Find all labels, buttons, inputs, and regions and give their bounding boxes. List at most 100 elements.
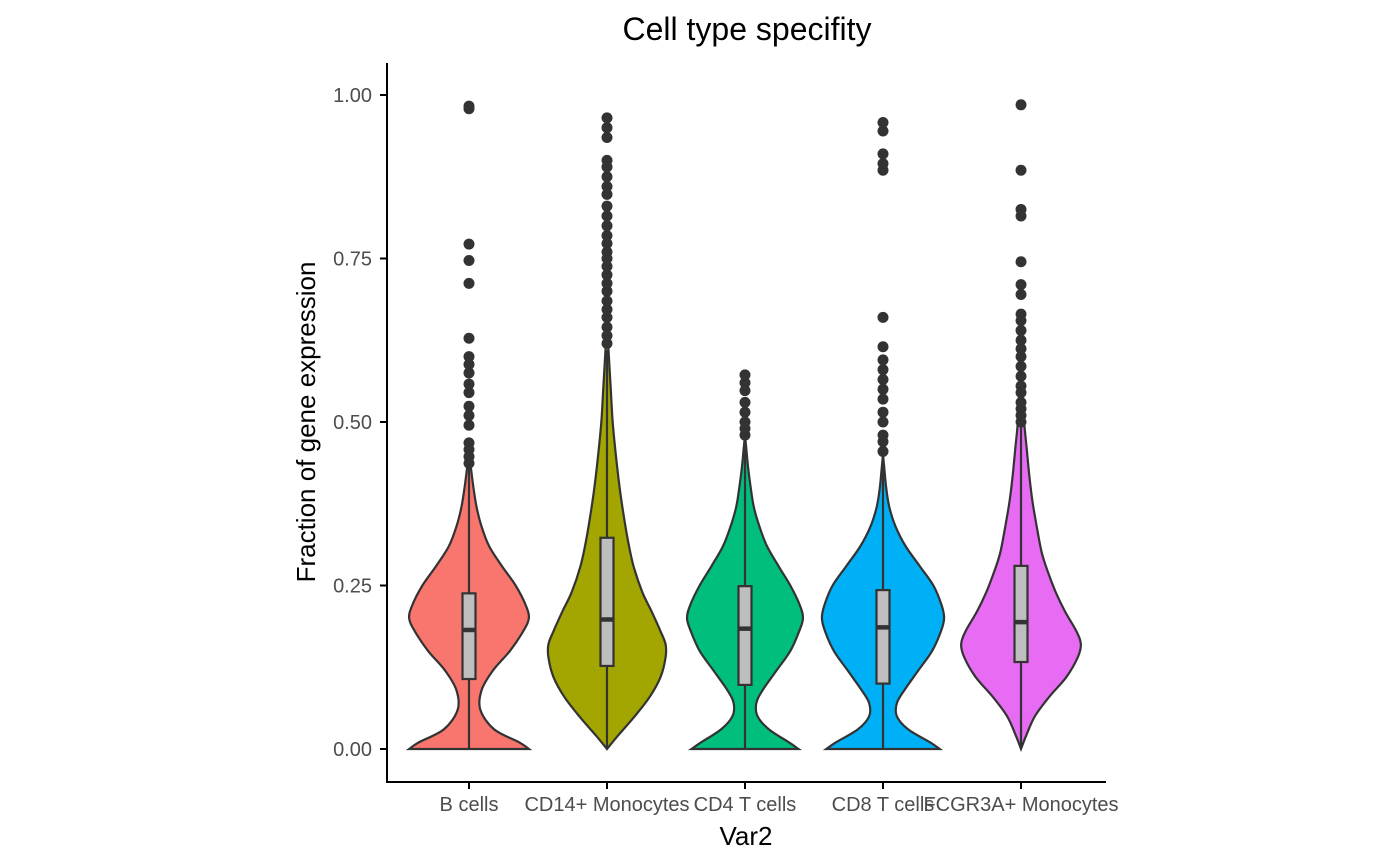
violin-group-fcgr3a-monocytes [960, 99, 1082, 753]
outlier-point [877, 429, 889, 441]
outlier-point [1015, 203, 1027, 215]
outlier-point [601, 246, 613, 258]
outlier-point [601, 311, 613, 323]
outlier-point [739, 377, 751, 389]
outlier-point [601, 112, 613, 124]
outlier-point [739, 369, 751, 381]
outlier-point [1015, 164, 1027, 176]
x-tick-label: CD8 T cells [832, 794, 935, 816]
outlier-point [463, 378, 475, 390]
outlier-point [739, 416, 751, 428]
outlier-point [463, 437, 475, 449]
outlier-point [1015, 396, 1027, 408]
outlier-point [601, 122, 613, 134]
violin-group-cd4-t-cells [685, 369, 805, 751]
outlier-point [601, 269, 613, 281]
outlier-point [877, 125, 889, 137]
violin-group-b-cells [405, 100, 533, 751]
outlier-point [601, 330, 613, 342]
x-tick-label: B cells [440, 794, 499, 816]
outlier-point [739, 385, 751, 397]
outlier-point [601, 154, 613, 166]
outlier-point [1015, 324, 1027, 336]
outlier-point [877, 416, 889, 428]
outlier-point [601, 171, 613, 183]
outlier-point [601, 321, 613, 333]
outlier-point [463, 351, 475, 363]
y-tick-label: 0.25 [333, 576, 372, 598]
outlier-point [877, 354, 889, 366]
outlier-point [1015, 380, 1027, 392]
box-fcgr3a-monocytes [1013, 564, 1029, 664]
outlier-point [877, 445, 889, 457]
outlier-point [601, 230, 613, 242]
chart-title: Cell type specifity [623, 11, 872, 47]
outlier-point [877, 158, 889, 170]
box-cd14-monocytes [599, 536, 615, 668]
outlier-point [463, 409, 475, 421]
outlier-point [601, 338, 613, 350]
y-tick-label: 0.75 [333, 249, 372, 271]
outlier-point [739, 396, 751, 408]
violin-group-cd14-monocytes [546, 112, 668, 751]
outlier-point [1015, 279, 1027, 291]
outlier-point [877, 373, 889, 385]
outlier-point [463, 277, 475, 289]
y-tick-label: 0.00 [333, 739, 372, 761]
outlier-point [601, 304, 613, 316]
outlier-point [463, 238, 475, 250]
outlier-point [601, 188, 613, 200]
outlier-point [601, 181, 613, 193]
outlier-point [601, 132, 613, 144]
outlier-point [463, 387, 475, 399]
outlier-point [877, 364, 889, 376]
outlier-point [463, 400, 475, 412]
outlier-point [1015, 360, 1027, 372]
outlier-point [463, 332, 475, 344]
outlier-point [877, 341, 889, 353]
outlier-point [463, 367, 475, 379]
outlier-point [601, 295, 613, 307]
outlier-point [601, 200, 613, 212]
outlier-point [1015, 351, 1027, 363]
box-cd8-t-cells [875, 588, 891, 685]
outlier-point [877, 148, 889, 160]
outlier-point [877, 311, 889, 323]
box-b-cells [461, 592, 477, 681]
outlier-point [1015, 288, 1027, 300]
outlier-point [463, 254, 475, 266]
outlier-point [1015, 334, 1027, 346]
outlier-point [463, 100, 475, 112]
outlier-point [1015, 343, 1027, 355]
y-axis-title: Fraction of gene expression [291, 262, 321, 583]
outlier-point [877, 406, 889, 418]
outlier-point [601, 285, 613, 297]
outlier-point [601, 260, 613, 272]
y-ticks: 0.00 0.25 0.50 0.75 1.00 [333, 85, 387, 761]
outlier-point [877, 116, 889, 128]
x-ticks: B cells CD14+ Monocytes CD4 T cells CD8 T c… [440, 782, 1119, 816]
y-tick-label: 1.00 [333, 85, 372, 107]
y-tick-label: 0.50 [333, 412, 372, 434]
x-tick-label: CD4 T cells [694, 794, 797, 816]
outlier-point [463, 358, 475, 370]
outlier-point [877, 383, 889, 395]
outlier-point [877, 393, 889, 405]
outlier-point [1015, 99, 1027, 111]
outlier-point [601, 237, 613, 249]
outlier-point [601, 210, 613, 222]
outlier-point [1015, 370, 1027, 382]
outlier-point [601, 220, 613, 232]
outlier-point [1015, 308, 1027, 320]
outlier-point [1015, 256, 1027, 268]
outlier-point [739, 406, 751, 418]
x-axis-title: Var2 [720, 821, 773, 851]
x-tick-label: CD14+ Monocytes [524, 794, 689, 816]
violin-group-cd8-t-cells [820, 116, 946, 751]
violins-layer [405, 99, 1082, 753]
x-tick-label: FCGR3A+ Monocytes [923, 794, 1118, 816]
outlier-point [463, 419, 475, 431]
box-cd4-t-cells [737, 585, 753, 687]
outlier-point [601, 277, 613, 289]
